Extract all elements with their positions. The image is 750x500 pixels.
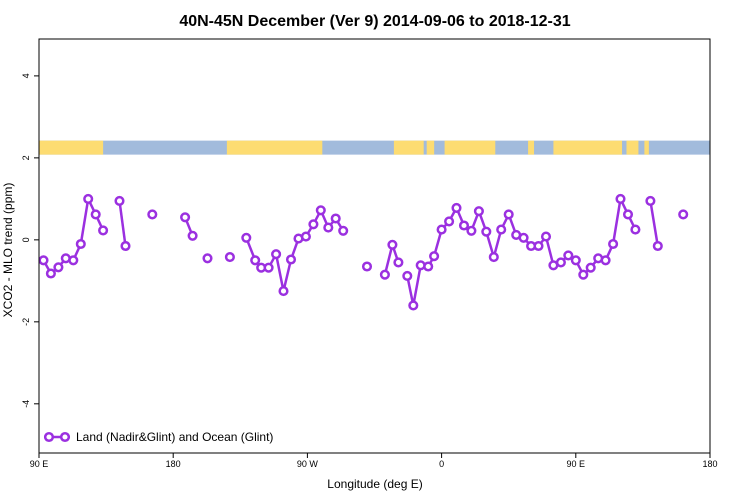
data-point bbox=[45, 268, 56, 279]
legend-marker-left bbox=[43, 431, 55, 443]
data-point bbox=[496, 224, 507, 235]
data-point bbox=[466, 225, 477, 236]
data-point bbox=[622, 209, 634, 220]
legend-label: Land (Nadir&Glint) and Ocean (Glint) bbox=[76, 430, 273, 444]
data-point bbox=[308, 219, 319, 230]
data-point bbox=[423, 261, 434, 272]
data-point bbox=[458, 220, 470, 231]
data-point bbox=[645, 195, 656, 206]
land-band bbox=[528, 140, 535, 155]
data-point bbox=[436, 224, 447, 235]
x-tick-label: 90 E bbox=[567, 459, 586, 469]
data-point bbox=[533, 240, 544, 252]
plot-frame bbox=[38, 38, 711, 454]
data-point bbox=[338, 225, 349, 236]
x-axis-ticks: 90 E 180 90 W 0 90 E 180 bbox=[30, 453, 718, 469]
data-point bbox=[608, 238, 619, 250]
data-point bbox=[630, 224, 641, 235]
data-point bbox=[90, 209, 101, 220]
data-point bbox=[330, 213, 341, 224]
y-tick-label: -2 bbox=[21, 318, 31, 326]
data-point bbox=[68, 255, 79, 266]
data-point bbox=[75, 238, 86, 250]
data-point bbox=[263, 262, 274, 273]
data-point bbox=[114, 195, 125, 206]
y-axis-ticks: -4 -2 0 2 4 bbox=[21, 73, 39, 408]
data-point bbox=[600, 255, 611, 266]
data-point bbox=[585, 262, 596, 273]
y-axis-label: XCO2 - MLO trend (ppm) bbox=[1, 183, 15, 318]
land-band bbox=[393, 140, 424, 155]
y-tick-label: 2 bbox=[21, 155, 31, 160]
data-point bbox=[187, 230, 198, 241]
series-line-segment bbox=[245, 209, 345, 293]
ocean-band bbox=[39, 140, 710, 155]
data-point bbox=[83, 193, 94, 204]
legend-marker-right bbox=[59, 431, 71, 443]
data-point bbox=[402, 270, 413, 281]
land-band bbox=[226, 140, 323, 155]
data-point bbox=[563, 250, 574, 261]
data-point bbox=[488, 252, 499, 263]
data-point bbox=[615, 193, 626, 204]
data-point bbox=[361, 261, 373, 272]
data-point bbox=[387, 239, 398, 250]
land-band bbox=[426, 140, 435, 155]
land-band bbox=[553, 140, 623, 155]
data-point bbox=[98, 225, 109, 236]
land-ocean-strip bbox=[39, 140, 710, 155]
x-axis-label: Longitude (deg E) bbox=[327, 477, 422, 491]
data-point bbox=[180, 212, 191, 223]
data-point bbox=[278, 286, 289, 297]
y-tick-label: 0 bbox=[21, 237, 31, 242]
data-point bbox=[300, 231, 311, 242]
data-point bbox=[38, 255, 49, 266]
data-point bbox=[555, 257, 566, 268]
x-tick-label: 90 E bbox=[30, 459, 49, 469]
data-point bbox=[202, 253, 213, 264]
data-point bbox=[393, 257, 404, 268]
x-tick-label: 0 bbox=[439, 459, 444, 469]
data-point bbox=[315, 205, 326, 216]
data-point bbox=[408, 300, 419, 311]
y-tick-label: 4 bbox=[21, 73, 31, 78]
data-point bbox=[444, 216, 455, 227]
data-point bbox=[224, 252, 235, 263]
land-band bbox=[444, 140, 496, 155]
data-point bbox=[147, 209, 158, 220]
data-point bbox=[323, 222, 334, 233]
data-point bbox=[540, 231, 552, 242]
series-line-segment bbox=[118, 200, 127, 247]
series-line-segment bbox=[649, 200, 660, 247]
y-tick-label: -4 bbox=[21, 400, 31, 408]
data-point bbox=[241, 232, 252, 243]
data-point bbox=[53, 262, 64, 273]
data-point bbox=[503, 209, 514, 220]
chart-title: 40N-45N December (Ver 9) 2014-09-06 to 2… bbox=[179, 13, 570, 30]
series-points bbox=[38, 193, 689, 311]
data-point bbox=[120, 240, 131, 252]
data-point bbox=[285, 254, 297, 265]
land-band bbox=[39, 140, 104, 155]
land-band bbox=[626, 140, 639, 155]
data-point bbox=[518, 232, 529, 243]
legend: Land (Nadir&Glint) and Ocean (Glint) bbox=[43, 430, 273, 444]
data-point bbox=[652, 240, 663, 252]
x-tick-label: 180 bbox=[702, 459, 717, 469]
series-line-segment bbox=[406, 197, 637, 307]
data-point bbox=[271, 249, 282, 260]
data-point bbox=[570, 255, 581, 266]
data-point bbox=[250, 255, 261, 266]
x-tick-label: 90 W bbox=[297, 459, 319, 469]
x-tick-label: 180 bbox=[166, 459, 181, 469]
data-point bbox=[578, 269, 589, 280]
data-point bbox=[429, 251, 440, 262]
data-point bbox=[451, 202, 462, 213]
data-point bbox=[379, 269, 390, 280]
data-point bbox=[678, 209, 689, 220]
land-band bbox=[644, 140, 649, 155]
data-point bbox=[473, 206, 484, 217]
data-point bbox=[481, 226, 492, 237]
